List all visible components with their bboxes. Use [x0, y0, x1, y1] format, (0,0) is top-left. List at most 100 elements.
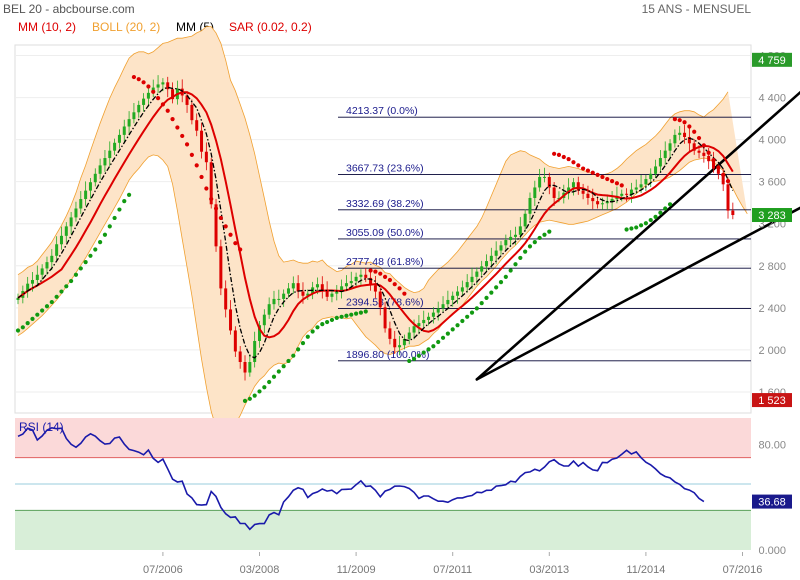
- sar-dot: [436, 339, 441, 345]
- sar-dot: [320, 322, 325, 327]
- sar-dot: [213, 206, 219, 211]
- sar-dot: [692, 129, 697, 134]
- candle-body: [716, 168, 720, 174]
- candle-body: [344, 283, 348, 287]
- sar-dot: [291, 353, 296, 358]
- sar-dot: [189, 152, 194, 157]
- sar-dot: [701, 143, 706, 148]
- candle-body: [98, 165, 102, 174]
- candle-body: [726, 184, 730, 211]
- sar-dot: [682, 120, 687, 125]
- sar-dot: [687, 124, 692, 129]
- sar-dot: [460, 318, 465, 324]
- candle-body: [634, 187, 638, 190]
- rsi-y-tick: 0.000: [758, 545, 786, 557]
- candle-body: [470, 276, 474, 283]
- candle-body: [113, 142, 117, 151]
- candle-body: [513, 234, 517, 237]
- candle-body: [127, 119, 131, 127]
- candle-body: [620, 193, 624, 196]
- sar-dot: [300, 340, 306, 346]
- candle-body: [229, 309, 233, 331]
- candle-body: [422, 319, 426, 324]
- candle-body: [441, 304, 445, 309]
- x-tick-label: 07/2006: [143, 564, 183, 576]
- price-y-tick: 2 800: [758, 261, 786, 273]
- candle-body: [185, 95, 189, 105]
- sar-dot: [484, 295, 489, 300]
- fib-label: 4213.37 (0.0%): [346, 105, 418, 117]
- candle-body: [296, 283, 300, 292]
- sar-dot: [170, 117, 175, 122]
- fib-label: 3055.09 (50.0%): [346, 227, 424, 239]
- bollinger-bands: [17, 26, 748, 433]
- sar-dot: [271, 374, 277, 379]
- sar-dot: [15, 328, 21, 333]
- candle-body: [359, 274, 363, 277]
- candle-body: [320, 284, 324, 291]
- sar-dot: [315, 325, 320, 330]
- fibonacci-levels: 4213.37 (0.0%) 3667.73 (23.6%) 3332.69 (38…: [338, 105, 751, 362]
- chart-source-title: BEL 20 - abcbourse.com: [3, 2, 135, 16]
- sar-dot: [122, 199, 127, 204]
- candle-body: [658, 158, 662, 167]
- chart-period-label: 15 ANS - MENSUEL: [642, 2, 752, 16]
- candle-body: [509, 236, 513, 241]
- price-y-tick: 2 000: [758, 345, 786, 357]
- candle-body: [335, 290, 339, 294]
- price-y-tick: 4 000: [758, 135, 786, 147]
- candle-body: [204, 151, 208, 163]
- sar-dot: [30, 316, 35, 321]
- x-tick-label: 07/2016: [723, 564, 763, 576]
- sar-dot: [102, 232, 108, 237]
- sar-dot: [561, 154, 566, 160]
- candle-body: [431, 312, 435, 317]
- sar-dot: [155, 95, 161, 101]
- sar-dot: [117, 207, 122, 212]
- trendlines: [475, 90, 800, 381]
- price-tag-last-label: 3 283: [758, 210, 786, 222]
- candle-body: [586, 193, 590, 198]
- candle-body: [64, 226, 68, 236]
- candle-body: [412, 326, 416, 333]
- sar-dot: [247, 396, 252, 401]
- sar-dot: [392, 282, 397, 287]
- candle-body: [460, 287, 464, 292]
- sar-dot: [180, 133, 185, 139]
- sar-dot: [339, 314, 344, 319]
- sar-dot: [378, 271, 383, 276]
- x-tick-label: 03/2013: [529, 564, 569, 576]
- candle-body: [40, 268, 44, 275]
- rsi-y-tick: 80.00: [758, 439, 786, 451]
- candle-body: [451, 295, 455, 300]
- rsi-oversold-zone: [15, 510, 751, 550]
- sar-dot: [696, 135, 702, 141]
- sar-dot: [296, 347, 301, 352]
- sar-dot: [64, 284, 69, 289]
- price-panel[interactable]: 4213.37 (0.0%) 3667.73 (23.6%) 3332.69 (38…: [14, 26, 800, 433]
- candle-body: [55, 244, 59, 256]
- candle-body: [349, 281, 353, 284]
- candle-body: [224, 288, 228, 310]
- price-tag-max-label: 4 759: [758, 55, 786, 67]
- sar-dot: [672, 117, 677, 122]
- candle-body: [388, 328, 392, 339]
- candle-body: [596, 201, 600, 205]
- price-y-tick: 3 600: [758, 177, 786, 189]
- candle-body: [538, 176, 542, 188]
- sar-dot: [667, 202, 673, 207]
- candle-body: [625, 193, 629, 195]
- sar-dot: [25, 321, 30, 326]
- sar-dot: [267, 379, 272, 385]
- sar-dot: [629, 226, 634, 231]
- sar-dot: [416, 353, 421, 358]
- candle-body: [200, 130, 204, 152]
- sar-dot: [595, 172, 600, 177]
- sar-dot: [233, 241, 238, 246]
- rsi-series: [17, 426, 705, 531]
- sar-dot: [88, 253, 93, 258]
- candle-body: [50, 255, 54, 263]
- rsi-panel[interactable]: RSI (14) 0.000 80.00 36.68: [15, 418, 792, 557]
- legend-mm10: MM (10, 2): [18, 20, 76, 34]
